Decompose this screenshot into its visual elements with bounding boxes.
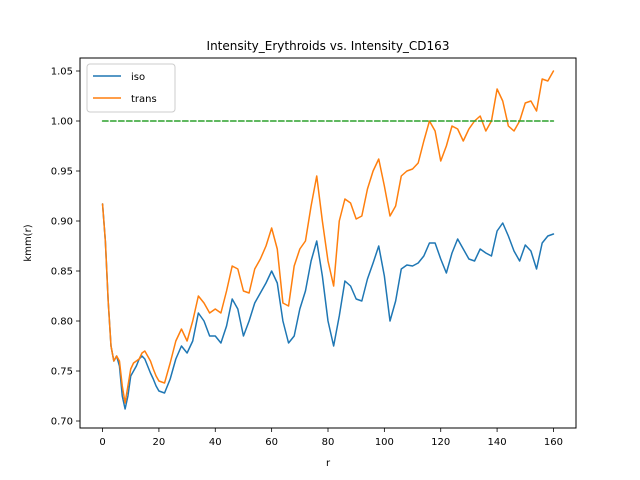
y-tick-label: 0.85	[51, 267, 73, 278]
y-tick-label: 0.80	[51, 317, 73, 328]
x-tick-label: 60	[265, 437, 278, 448]
x-tick-label: 120	[431, 437, 450, 448]
y-axis-ticks: 0.70 0.75 0.80 0.85 0.90 0.95 1.00 1.05	[51, 67, 80, 428]
legend-label-iso: iso	[131, 72, 145, 83]
x-tick-label: 140	[488, 437, 507, 448]
y-axis-label: kmm(r)	[23, 224, 34, 261]
y-tick-label: 0.75	[51, 367, 73, 378]
y-tick-label: 0.70	[51, 417, 73, 428]
y-tick-label: 0.90	[51, 217, 73, 228]
series-line-trans	[101, 70, 555, 404]
x-tick-label: 20	[153, 437, 166, 448]
x-tick-label: 80	[322, 437, 335, 448]
plot-area	[101, 70, 555, 410]
y-tick-label: 1.05	[51, 67, 73, 78]
legend: iso trans	[86, 63, 176, 113]
chart-title: Intensity_Erythroids vs. Intensity_CD163	[207, 39, 450, 53]
series-line-iso	[101, 203, 555, 410]
x-tick-label: 100	[375, 437, 394, 448]
x-tick-label: 40	[209, 437, 222, 448]
x-axis-label: r	[326, 458, 331, 469]
y-tick-label: 1.00	[51, 117, 73, 128]
x-axis-ticks: 0 20 40 60 80 100 120 140 160	[99, 428, 563, 448]
legend-label-trans: trans	[131, 94, 157, 105]
x-tick-label: 160	[544, 437, 563, 448]
y-tick-label: 0.95	[51, 167, 73, 178]
x-tick-label: 0	[99, 437, 105, 448]
